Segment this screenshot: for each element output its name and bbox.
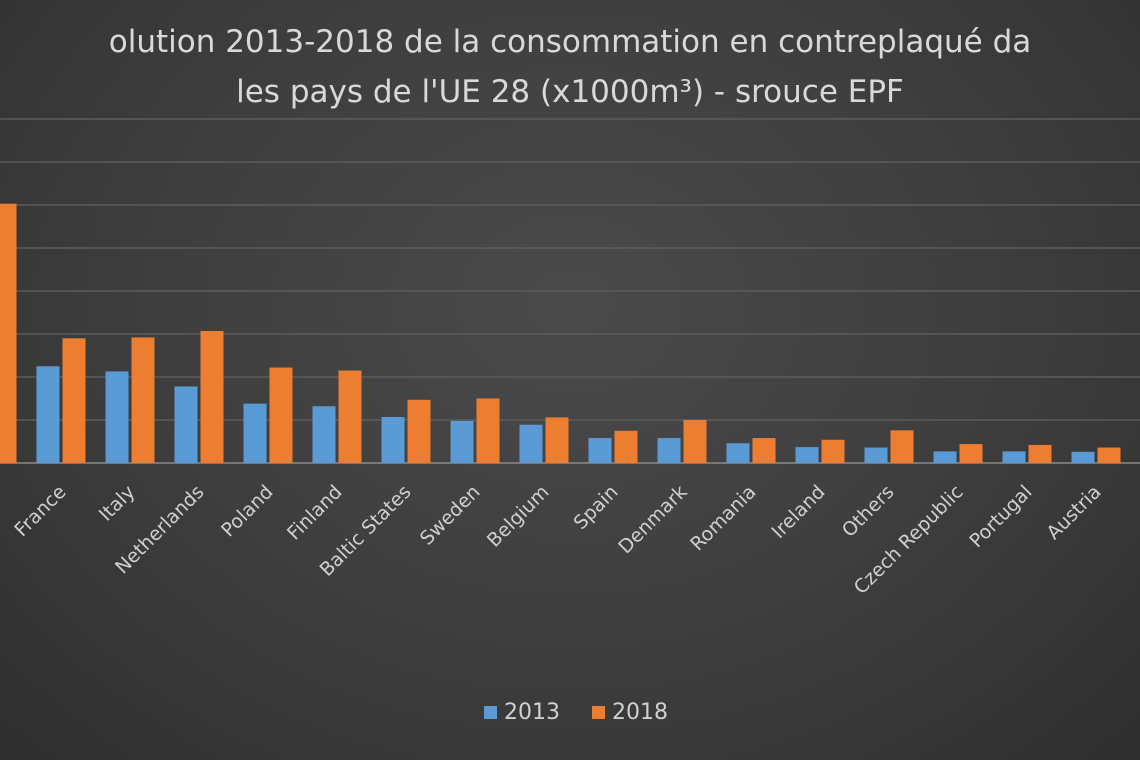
- bar-2013-ireland: [795, 447, 819, 463]
- bar-2013-poland: [243, 403, 267, 463]
- chart-title-line-1: olution 2013-2018 de la consommation en …: [108, 24, 1032, 60]
- bar-2013-netherlands: [174, 386, 198, 463]
- bar-2018-austria: [1097, 447, 1121, 463]
- x-tick-label: France: [10, 481, 70, 541]
- chart-title-line-2: les pays de l'UE 28 (x1000m³) - srouce E…: [236, 74, 904, 110]
- bar-2013-spain: [588, 438, 612, 463]
- bar-2013-others: [864, 447, 888, 463]
- bar-2013-romania: [726, 443, 750, 463]
- legend-label-2013: 2013: [504, 700, 560, 725]
- x-tick-label: Austria: [1043, 481, 1106, 544]
- bar-2018-finland: [338, 370, 362, 463]
- bar-2013-austria: [1071, 451, 1095, 463]
- bar-2013-sweden: [450, 420, 474, 463]
- bar-2018-belgium: [545, 417, 569, 463]
- x-tick-label: Finland: [283, 481, 347, 545]
- legend: 2013 2018: [484, 700, 668, 725]
- bar-2013-france: [36, 366, 60, 463]
- x-tick-label: Poland: [217, 481, 277, 541]
- x-tick-label: Romania: [686, 481, 760, 555]
- bar-2018-baltic-states: [407, 399, 431, 463]
- bar-2018-italy: [131, 337, 155, 463]
- x-tick-label: Sweden: [416, 481, 485, 550]
- x-tick-label: Spain: [569, 481, 622, 534]
- x-tick-label: Gre: [1135, 481, 1140, 520]
- bar-2013-denmark: [657, 438, 681, 463]
- bar-2013-belgium: [519, 424, 543, 463]
- bar-2018-denmark: [683, 420, 707, 463]
- bars: [0, 203, 1121, 463]
- bar-2018-first: [0, 203, 17, 463]
- bar-2018-poland: [269, 367, 293, 463]
- bar-2013-czech-republic: [933, 451, 957, 463]
- x-tick-label: Ireland: [768, 481, 830, 543]
- bar-2013-baltic-states: [381, 416, 405, 463]
- bar-2018-ireland: [821, 439, 845, 463]
- x-tick-label: Portugal: [965, 481, 1036, 552]
- legend-swatch-2018: [592, 706, 605, 719]
- bar-2018-netherlands: [200, 330, 224, 463]
- bar-2018-france: [62, 338, 86, 463]
- bar-2013-finland: [312, 406, 336, 463]
- bar-2018-spain: [614, 430, 638, 463]
- x-tick-label: Italy: [95, 481, 140, 526]
- gridlines: [0, 118, 1140, 464]
- bar-2013-portugal: [1002, 451, 1026, 463]
- bar-2018-portugal: [1028, 444, 1052, 463]
- x-tick-label: Others: [838, 481, 899, 542]
- bar-2018-sweden: [476, 398, 500, 463]
- x-tick-label: Denmark: [614, 481, 691, 558]
- bar-2013-italy: [105, 371, 129, 463]
- bar-2018-romania: [752, 438, 776, 463]
- legend-swatch-2013: [484, 706, 497, 719]
- legend-label-2018: 2018: [612, 700, 668, 725]
- x-tick-label: Belgium: [483, 481, 554, 552]
- bar-2018-others: [890, 430, 914, 463]
- bar-2018-czech-republic: [959, 444, 983, 463]
